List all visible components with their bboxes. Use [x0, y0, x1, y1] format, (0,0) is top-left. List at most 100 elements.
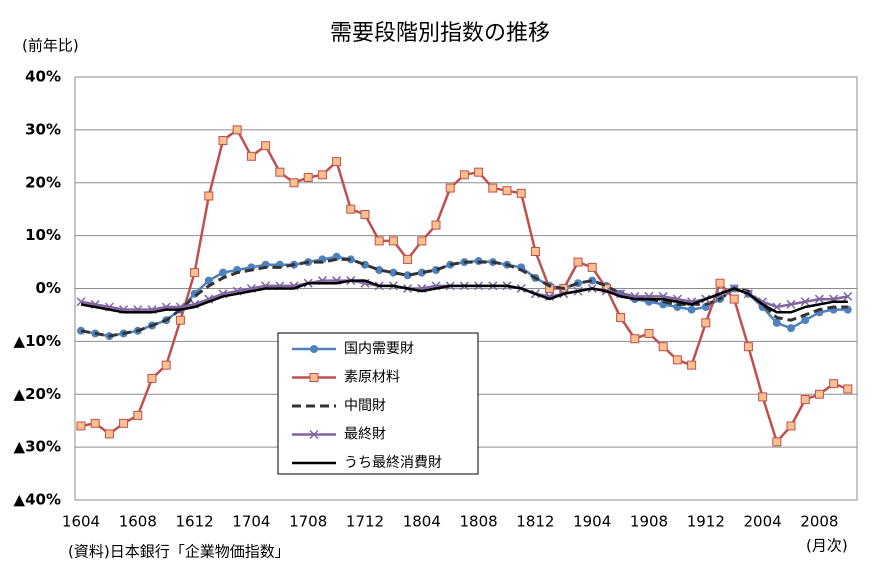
x-tick-label: 1604 — [62, 513, 100, 531]
x-tick-label: 1712 — [346, 513, 384, 531]
marker — [445, 183, 455, 193]
marker — [232, 125, 242, 135]
marker — [814, 294, 824, 304]
marker — [474, 167, 484, 177]
marker — [261, 141, 271, 151]
marker — [175, 315, 185, 325]
marker — [218, 135, 228, 145]
marker — [388, 236, 398, 246]
marker — [516, 188, 526, 198]
legend-marker — [309, 373, 319, 382]
legend-label: うち最終消費財 — [344, 455, 442, 471]
marker — [801, 316, 810, 325]
x-tick-label: 1912 — [687, 513, 725, 531]
marker — [417, 268, 426, 277]
legend-marker — [309, 429, 319, 440]
marker — [403, 271, 412, 280]
marker — [786, 421, 796, 431]
marker — [104, 429, 114, 439]
marker — [800, 395, 810, 405]
marker — [843, 384, 853, 394]
marker — [459, 170, 469, 180]
marker — [687, 305, 696, 314]
x-tick-label: 1908 — [630, 513, 668, 531]
chart-title: 需要段階別指数の推移 — [330, 21, 550, 46]
marker — [530, 246, 540, 256]
marker — [147, 373, 157, 383]
marker — [488, 183, 498, 193]
x-tick-label: 1704 — [232, 513, 270, 531]
marker — [729, 294, 739, 304]
y-tick-label: 20% — [25, 173, 61, 191]
marker — [317, 170, 327, 180]
marker — [332, 157, 342, 167]
x-tick-label: 1812 — [516, 513, 554, 531]
legend-label: 最終財 — [344, 427, 386, 443]
marker — [389, 268, 398, 277]
marker — [588, 276, 597, 285]
marker — [715, 278, 725, 288]
legend-marker — [310, 345, 318, 353]
legend-label: 国内需要財 — [344, 341, 414, 357]
plot-border — [74, 76, 858, 501]
marker — [644, 328, 654, 338]
y-tick-label: 40% — [25, 68, 61, 86]
marker — [829, 379, 839, 389]
x-tick-label: 1808 — [460, 513, 498, 531]
y-axis-label: (前年比) — [22, 37, 79, 55]
marker — [374, 236, 384, 246]
marker — [672, 355, 682, 365]
marker — [787, 324, 795, 333]
y-tick-label: ▲10% — [14, 332, 61, 350]
x-tick-label: 2008 — [800, 513, 838, 531]
marker — [431, 220, 441, 230]
x-axis-label: (月次) — [806, 537, 848, 555]
series-line — [80, 279, 848, 314]
y-tick-label: ▲40% — [14, 491, 61, 509]
marker — [275, 167, 285, 177]
x-tick-label: 2004 — [744, 513, 782, 531]
y-tick-label: ▲30% — [14, 438, 61, 456]
marker — [758, 297, 768, 307]
marker — [772, 437, 782, 447]
marker — [658, 342, 668, 352]
marker — [289, 178, 299, 188]
marker — [786, 299, 796, 309]
x-tick-label: 1708 — [289, 513, 327, 531]
legend-label: 中間財 — [344, 398, 386, 414]
marker — [204, 276, 213, 285]
marker — [90, 418, 100, 428]
marker — [701, 318, 711, 328]
marker — [772, 318, 781, 327]
marker — [417, 236, 427, 246]
y-tick-label: 10% — [25, 226, 61, 244]
marker — [814, 389, 824, 399]
marker — [219, 268, 227, 277]
marker — [687, 360, 697, 370]
y-tick-label: 0% — [36, 279, 61, 297]
x-tick-label: 1612 — [176, 513, 214, 531]
marker — [630, 334, 640, 344]
x-tick-label: 1608 — [119, 513, 157, 531]
marker — [843, 291, 853, 301]
x-tick-label: 1904 — [573, 513, 611, 531]
marker — [190, 268, 200, 278]
y-tick-label: 30% — [25, 120, 61, 138]
marker — [616, 313, 626, 323]
marker — [360, 209, 370, 219]
marker — [743, 342, 753, 352]
marker — [204, 191, 214, 201]
marker — [303, 172, 313, 182]
y-tick-label: ▲20% — [14, 385, 61, 403]
marker — [502, 186, 512, 196]
x-tick-label: 1804 — [403, 513, 441, 531]
marker — [346, 255, 355, 264]
marker — [246, 151, 256, 161]
marker — [133, 410, 143, 420]
source-note: (資料)日本銀行「企業物価指数」 — [68, 543, 290, 561]
marker — [587, 262, 597, 272]
legend-label: 素原材料 — [344, 370, 400, 386]
series-line — [80, 257, 848, 338]
marker — [573, 257, 583, 267]
